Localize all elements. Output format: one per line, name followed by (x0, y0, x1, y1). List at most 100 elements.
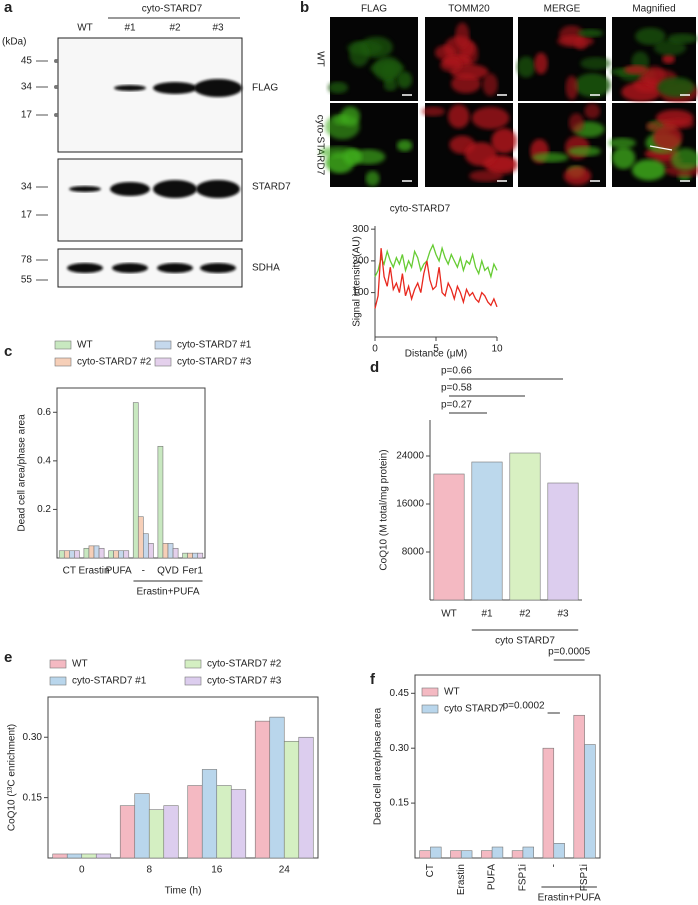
y-axis-label: Dead cell area/phase area (373, 707, 384, 825)
legend-swatch (49, 676, 67, 686)
legend-label: cyto-STARD7 #3 (207, 676, 282, 687)
marker-dot (54, 85, 58, 89)
cell-signal (643, 65, 666, 88)
x-tick-label: 0 (79, 865, 85, 876)
membrane-label: SDHA (252, 263, 280, 274)
bar (460, 850, 473, 859)
blot-band (110, 182, 150, 196)
bar (553, 843, 565, 859)
y-axis-label: Dead cell area/phase area (17, 414, 28, 532)
cell-signal (487, 156, 518, 175)
bar (88, 545, 95, 559)
p-value: p=0.0002 (503, 701, 545, 712)
unit-label: (kDa) (2, 37, 26, 48)
bar (118, 550, 125, 559)
cell-signal (396, 71, 413, 89)
x-tick-label: - (548, 864, 559, 867)
group-label: cyto STARD7 (495, 636, 555, 647)
cell-signal (464, 142, 498, 166)
y-tick-label: 16000 (396, 499, 424, 510)
row-label: cyto-STARD7 (314, 115, 325, 176)
bar (430, 846, 442, 859)
x-tick-label: 10 (491, 344, 503, 355)
kda-marker: 34 (21, 82, 33, 93)
cell-signal (670, 148, 698, 171)
x-tick-label: PUFA (487, 864, 498, 890)
bar (187, 785, 203, 859)
bar (113, 550, 119, 559)
cell-signal (611, 146, 636, 170)
x-tick-label: #3 (557, 609, 569, 620)
legend-swatch (154, 357, 172, 367)
legend-label: WT (72, 659, 88, 670)
panel-letter: d (370, 359, 379, 376)
bar (143, 533, 149, 559)
p-value: p=0.27 (441, 400, 472, 411)
bar (197, 552, 204, 559)
profile-line (649, 145, 673, 151)
bar (201, 769, 218, 859)
cell-signal (580, 57, 612, 70)
cell-signal (365, 170, 380, 187)
blot-band (67, 263, 103, 273)
x-tick-label: Fer1 (182, 566, 203, 577)
cell-signal (351, 149, 386, 165)
cell-signal (568, 113, 585, 133)
legend-swatch (154, 340, 172, 350)
x-tick-label: CT (425, 864, 436, 877)
cell-signal (565, 75, 579, 100)
bar (511, 850, 524, 859)
lane-label: #3 (212, 23, 224, 34)
x-tick-label: - (142, 566, 145, 577)
blot-band (112, 263, 148, 273)
y-tick-label: 0.2 (37, 504, 51, 515)
cell-signal (396, 139, 413, 152)
bar (74, 550, 80, 559)
lane-label: #1 (124, 23, 136, 34)
x-tick-label: CT (63, 566, 76, 577)
blot-band (153, 82, 197, 94)
panel-letter: b (300, 0, 309, 16)
bar (137, 516, 144, 559)
y-tick-label: 0.15 (23, 792, 43, 803)
bar (419, 850, 431, 859)
x-tick-label: 0 (372, 344, 378, 355)
bar (573, 714, 585, 859)
bar (162, 543, 169, 559)
blot-band (196, 180, 240, 198)
legend-swatch (184, 659, 202, 669)
bar (433, 473, 465, 601)
lane-group-header: cyto-STARD7 (142, 4, 203, 15)
cell-signal (491, 128, 517, 154)
cell-signal (469, 170, 504, 182)
y-tick-label: 100 (352, 287, 369, 298)
cell-signal (667, 33, 698, 44)
p-value: p=0.58 (441, 383, 472, 394)
membrane-label: FLAG (252, 83, 278, 94)
cell-signal (631, 159, 666, 181)
group-label: Erastin+PUFA (538, 893, 601, 904)
legend-label: cyto-STARD7 #1 (72, 676, 147, 687)
column-header: Magnified (632, 4, 675, 15)
marker-dot (54, 113, 58, 117)
bar (182, 552, 188, 559)
cell-signal (373, 56, 402, 81)
cell-signal (440, 57, 462, 72)
bar (95, 853, 112, 859)
blot-band (114, 85, 146, 91)
x-tick-label: 8 (146, 865, 152, 876)
cell-signal (455, 22, 470, 49)
bar (83, 547, 90, 559)
lane-label: WT (77, 23, 93, 34)
x-tick-label: #2 (519, 609, 531, 620)
cell-signal (567, 146, 601, 157)
cell-signal (471, 106, 510, 130)
bar (63, 550, 70, 559)
bar (216, 785, 232, 859)
legend-label: cyto-STARD7 #2 (77, 357, 152, 368)
legend-swatch (54, 340, 72, 350)
cell-signal (482, 73, 498, 97)
y-tick-label: 0.15 (390, 798, 410, 809)
bar (522, 846, 535, 859)
